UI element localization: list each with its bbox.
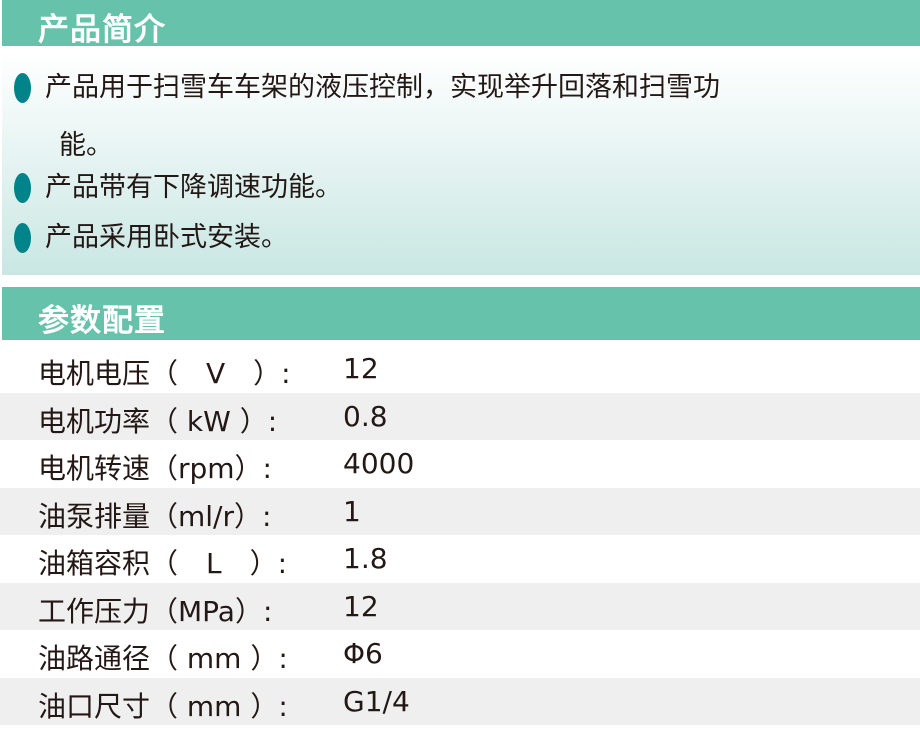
- intro-panel: 产品用于扫雪车车架的液压控制，实现举升回落和扫雪功 能。 产品带有下降调速功能。…: [2, 53, 920, 275]
- spec-row: 电机功率（ kW ）: 0.8: [0, 392, 920, 440]
- spec-row: 工作压力（MPa）: 12: [0, 582, 920, 630]
- spec-row: 油箱容积（ L ）: 1.8: [38, 542, 388, 580]
- spec-row: 电机电压（ V ）: 12: [38, 352, 379, 390]
- bullet-dot-icon: [14, 223, 31, 253]
- bullet-item: 产品采用卧式安装。: [14, 223, 895, 253]
- spec-row: 油口尺寸（ mm ）: G1/4: [0, 677, 920, 725]
- specs-header: 参数配置: [2, 287, 920, 340]
- spec-row: 油泵排量（ml/r）: 1: [0, 487, 920, 535]
- bullet-continuation: 能。: [59, 130, 113, 161]
- bullet-item: 产品带有下降调速功能。: [14, 173, 895, 203]
- spec-row: 油路通径（ mm ）: Φ6: [38, 637, 383, 675]
- spec-row: 电机转速（rpm）: 4000: [38, 447, 415, 485]
- intro-title: 产品简介: [38, 12, 166, 48]
- intro-header: 产品简介: [2, 0, 920, 48]
- bullet-dot-icon: [14, 173, 31, 203]
- specs-table: 电机电压（ V ）: 12 电机功率（ kW ）: 0.8 电机转速（rpm）: 40…: [0, 345, 920, 725]
- bullet-dot-icon: [14, 73, 31, 103]
- bullet-item: 产品用于扫雪车车架的液压控制，实现举升回落和扫雪功: [14, 73, 895, 103]
- specs-title: 参数配置: [38, 303, 166, 339]
